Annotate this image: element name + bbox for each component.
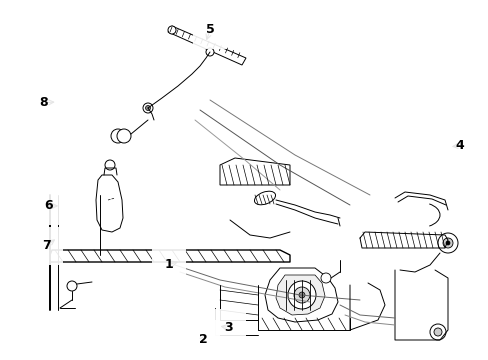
Text: 7: 7 — [42, 239, 54, 252]
Circle shape — [142, 103, 153, 113]
Circle shape — [433, 328, 441, 336]
Circle shape — [168, 26, 176, 34]
Polygon shape — [275, 275, 325, 315]
Circle shape — [205, 48, 214, 56]
Ellipse shape — [254, 191, 275, 205]
Polygon shape — [220, 158, 289, 185]
Text: 2: 2 — [198, 333, 207, 346]
Circle shape — [117, 129, 131, 143]
Polygon shape — [264, 268, 337, 322]
Polygon shape — [96, 175, 123, 232]
Circle shape — [293, 287, 309, 303]
Polygon shape — [168, 26, 245, 65]
Text: 1: 1 — [164, 258, 177, 271]
Text: 6: 6 — [44, 199, 57, 212]
Circle shape — [298, 292, 305, 298]
Circle shape — [145, 105, 150, 111]
Circle shape — [445, 241, 449, 245]
Text: 4: 4 — [452, 139, 463, 152]
Circle shape — [105, 160, 115, 170]
Circle shape — [320, 273, 330, 283]
Circle shape — [442, 238, 452, 248]
Circle shape — [429, 324, 445, 340]
Circle shape — [111, 129, 125, 143]
Circle shape — [67, 281, 77, 291]
Text: 3: 3 — [221, 321, 233, 334]
Circle shape — [437, 233, 457, 253]
Circle shape — [287, 281, 315, 309]
Text: 8: 8 — [40, 96, 54, 109]
Text: 5: 5 — [205, 23, 214, 39]
